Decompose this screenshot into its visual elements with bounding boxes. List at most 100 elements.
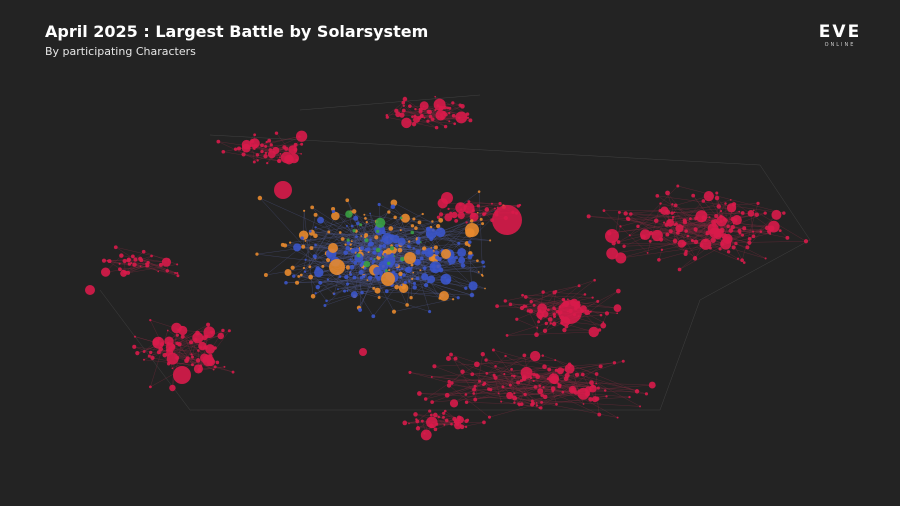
system bbox=[456, 415, 462, 420]
system bbox=[435, 422, 439, 426]
link bbox=[724, 211, 740, 221]
system bbox=[408, 104, 412, 108]
system bbox=[428, 114, 433, 119]
link bbox=[386, 102, 404, 116]
link bbox=[516, 319, 538, 329]
system bbox=[644, 392, 649, 396]
system bbox=[293, 243, 302, 252]
system bbox=[449, 263, 451, 266]
link bbox=[360, 224, 379, 251]
system bbox=[310, 205, 315, 210]
system bbox=[491, 348, 495, 352]
system bbox=[435, 227, 446, 238]
system-large bbox=[605, 229, 619, 243]
link bbox=[434, 366, 484, 385]
system bbox=[482, 212, 486, 216]
system bbox=[426, 416, 438, 429]
system bbox=[606, 247, 619, 260]
system bbox=[375, 217, 386, 228]
system bbox=[393, 255, 396, 257]
system bbox=[345, 224, 348, 227]
system bbox=[484, 287, 486, 290]
system bbox=[751, 230, 755, 233]
system bbox=[477, 271, 480, 273]
link bbox=[536, 386, 560, 404]
system bbox=[466, 210, 469, 213]
system bbox=[468, 251, 473, 256]
system bbox=[443, 124, 448, 129]
system bbox=[510, 367, 513, 371]
system bbox=[714, 214, 719, 219]
system bbox=[202, 354, 214, 367]
system bbox=[648, 239, 652, 243]
system bbox=[366, 279, 369, 281]
system bbox=[332, 292, 336, 296]
system bbox=[718, 247, 722, 251]
system bbox=[451, 113, 456, 118]
system bbox=[588, 326, 600, 338]
system bbox=[530, 399, 534, 403]
system bbox=[410, 266, 413, 269]
system bbox=[148, 385, 152, 389]
system-large bbox=[328, 243, 338, 253]
system bbox=[751, 234, 756, 239]
link bbox=[359, 251, 382, 311]
system bbox=[663, 221, 666, 224]
system bbox=[371, 262, 374, 265]
link bbox=[403, 110, 433, 120]
system bbox=[754, 212, 759, 217]
system bbox=[487, 415, 492, 419]
system bbox=[423, 397, 428, 401]
system bbox=[726, 250, 731, 254]
system bbox=[747, 210, 755, 217]
system bbox=[674, 222, 678, 226]
system bbox=[589, 380, 594, 386]
system bbox=[457, 247, 467, 257]
system bbox=[724, 202, 727, 205]
system bbox=[139, 258, 144, 263]
system bbox=[657, 257, 661, 262]
system bbox=[574, 372, 580, 377]
system bbox=[682, 220, 688, 225]
system bbox=[467, 200, 471, 204]
system bbox=[412, 271, 415, 274]
system bbox=[517, 402, 521, 406]
system bbox=[345, 210, 353, 218]
system bbox=[177, 328, 180, 332]
system bbox=[599, 313, 603, 317]
system bbox=[169, 384, 176, 392]
system bbox=[139, 265, 142, 268]
system-large bbox=[441, 192, 453, 204]
system bbox=[640, 234, 646, 240]
system bbox=[771, 209, 782, 220]
system bbox=[355, 235, 358, 239]
system bbox=[552, 312, 556, 316]
system bbox=[759, 230, 763, 233]
system bbox=[671, 203, 674, 206]
system bbox=[277, 159, 281, 163]
system bbox=[481, 274, 484, 277]
link bbox=[490, 386, 536, 390]
system bbox=[349, 264, 355, 270]
system bbox=[292, 274, 296, 278]
system bbox=[552, 315, 557, 319]
system bbox=[372, 250, 377, 255]
system bbox=[119, 253, 124, 258]
system bbox=[613, 304, 622, 313]
link bbox=[466, 402, 522, 405]
system bbox=[365, 221, 368, 224]
system bbox=[677, 267, 682, 272]
link bbox=[620, 234, 707, 259]
system bbox=[412, 247, 415, 250]
system bbox=[536, 326, 539, 329]
system bbox=[430, 375, 433, 378]
system bbox=[628, 234, 631, 237]
system bbox=[413, 114, 417, 118]
link bbox=[532, 396, 630, 404]
system bbox=[390, 204, 396, 210]
system bbox=[142, 358, 145, 361]
system bbox=[591, 396, 599, 403]
system bbox=[431, 220, 434, 223]
system bbox=[384, 269, 388, 273]
system bbox=[423, 432, 426, 435]
